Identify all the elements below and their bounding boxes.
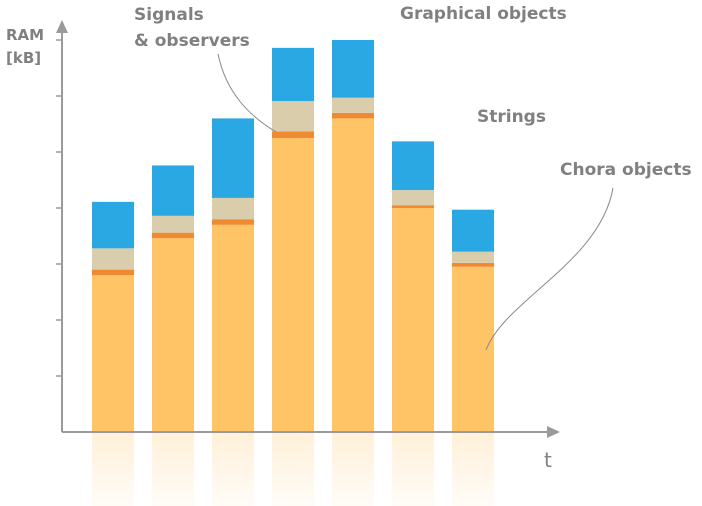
bar-segment-chora-objects-1 — [92, 275, 134, 432]
bar-segment-signals-observers-3 — [212, 219, 254, 225]
y-ticks — [56, 39, 63, 377]
bar-reflection-2 — [152, 433, 194, 506]
bar-segment-signals-observers-4 — [272, 131, 314, 138]
bar-segment-signals-observers-5 — [332, 112, 374, 119]
annotation-signals-line-1: Signals — [134, 5, 204, 25]
bar-segment-strings-1 — [92, 248, 134, 270]
y-axis-label-line-1: RAM — [6, 26, 44, 44]
annotation-graphical-objects: Graphical objects — [400, 4, 567, 24]
bar-series — [92, 40, 494, 433]
bar-segment-chora-objects-2 — [152, 238, 194, 432]
y-axis-label-line-2: [kB] — [6, 49, 41, 67]
bar-segment-graphical-objects-5 — [332, 40, 374, 98]
bar-segment-graphical-objects-4 — [272, 47, 314, 102]
bar-reflection-3 — [212, 433, 254, 506]
annotation-signals-line-2: & observers — [134, 31, 250, 51]
bar-segment-strings-4 — [272, 101, 314, 132]
annotation-chora-objects: Chora objects — [560, 160, 692, 180]
bar-segment-strings-3 — [212, 197, 254, 220]
annotation-signals-leader — [217, 53, 277, 133]
bar-reflection-6 — [392, 433, 434, 506]
bar-segment-chora-objects-3 — [212, 224, 254, 432]
bar-segment-strings-6 — [392, 190, 434, 206]
bar-segment-chora-objects-6 — [392, 208, 434, 432]
bar-segment-graphical-objects-2 — [152, 165, 194, 216]
bar-segment-signals-observers-1 — [92, 269, 134, 276]
bar-segment-graphical-objects-7 — [452, 209, 494, 252]
y-axis-arrow-icon — [56, 20, 68, 33]
x-axis-arrow-icon — [547, 426, 560, 438]
bar-reflection-7 — [452, 433, 494, 506]
bar-segment-signals-observers-7 — [452, 262, 494, 267]
x-axis-label: t — [544, 448, 552, 472]
bar-segment-chora-objects-4 — [272, 138, 314, 432]
bar-reflection-4 — [272, 433, 314, 506]
bar-segment-signals-observers-6 — [392, 205, 434, 208]
bar-segment-strings-2 — [152, 215, 194, 233]
annotation-chora-leader — [485, 187, 614, 351]
bar-reflection-5 — [332, 433, 374, 506]
bar-segment-strings-5 — [332, 97, 374, 113]
bar-segment-chora-objects-5 — [332, 118, 374, 433]
bar-segment-graphical-objects-6 — [392, 141, 434, 191]
annotation-strings: Strings — [477, 107, 546, 127]
bar-reflection-1 — [92, 433, 134, 506]
bar-segment-graphical-objects-3 — [212, 118, 254, 198]
bar-reflections — [92, 433, 494, 506]
bar-segment-strings-7 — [452, 251, 494, 263]
bar-segment-signals-observers-2 — [152, 232, 194, 239]
bar-segment-graphical-objects-1 — [92, 201, 134, 249]
bar-segment-chora-objects-7 — [452, 266, 494, 432]
